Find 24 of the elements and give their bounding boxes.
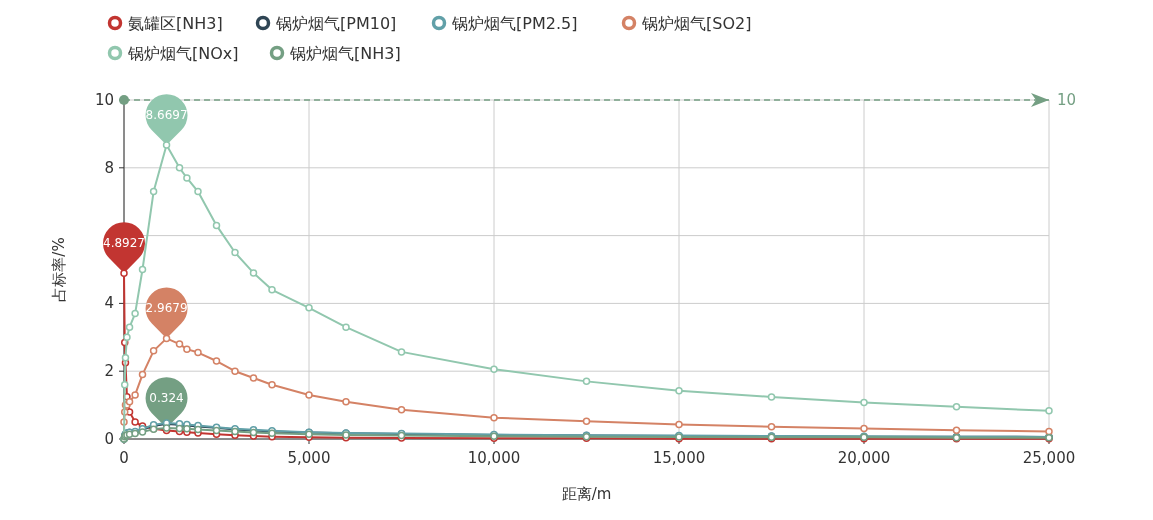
y-tick-label: 10 — [94, 91, 114, 109]
data-label: 0.324 — [149, 391, 184, 406]
legend-label: 锅炉烟气[PM2.5] — [451, 14, 578, 33]
y-tick-label: 2 — [104, 362, 114, 381]
data-label: 2.9679 — [145, 301, 188, 316]
x-tick-label: 5,000 — [287, 449, 331, 467]
x-tick-label: 10,000 — [467, 449, 521, 467]
ref-line-label: 10 — [1057, 91, 1077, 109]
data-label: 4.8927 — [103, 236, 145, 251]
y-tick-label: 0 — [104, 430, 114, 448]
data-label: 8.6697 — [145, 108, 188, 123]
legend-label: 锅炉烟气[NH3] — [289, 44, 401, 63]
x-tick-label: 15,000 — [652, 449, 706, 467]
legend-label: 锅炉烟气[NOx] — [127, 44, 239, 63]
y-axis-title: 占标率/% — [50, 237, 68, 302]
x-tick-label: 25,000 — [1022, 449, 1076, 467]
y-tick-label: 8 — [104, 158, 114, 177]
y-tick-label: 4 — [104, 294, 114, 313]
x-tick-label: 0 — [119, 449, 129, 467]
x-axis-title: 距离/m — [561, 485, 612, 503]
legend-label: 氨罐区[NH3] — [128, 14, 223, 33]
legend-label: 锅炉烟气[SO2] — [641, 14, 752, 33]
x-tick-label: 20,000 — [837, 449, 891, 467]
legend-label: 锅炉烟气[PM10] — [275, 14, 397, 33]
